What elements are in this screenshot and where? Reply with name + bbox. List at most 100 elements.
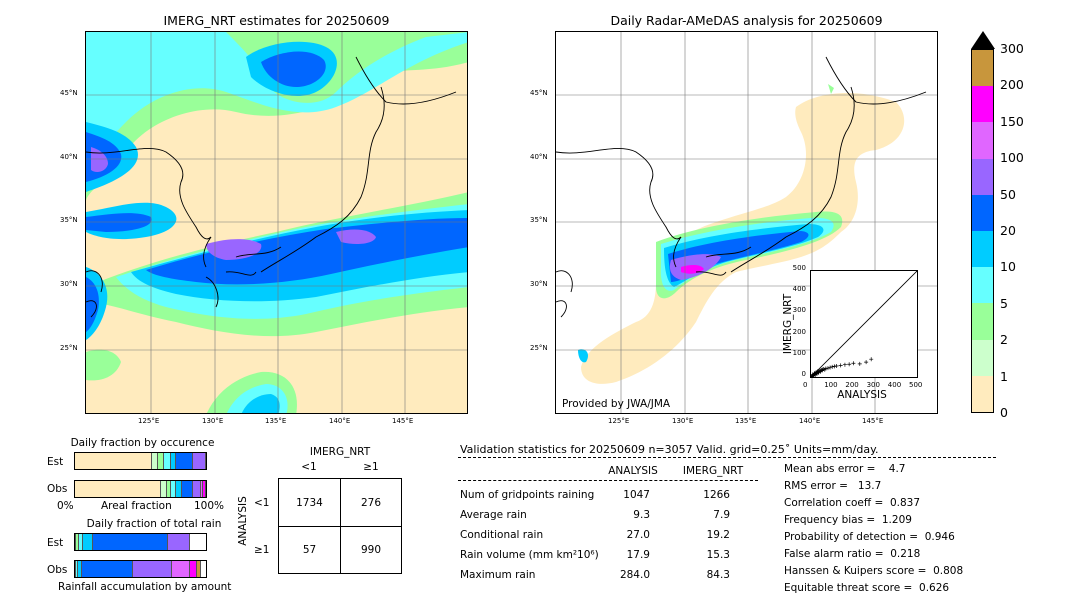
validation-col-imerg: IMERG_NRT [682,465,744,477]
stat-label: Maximum rain [460,569,536,581]
colorbar-label: 20 [1000,223,1016,238]
occurrence-est-bar [74,452,207,470]
contingency-table: 1734 276 57 990 [278,478,402,574]
scatter-point [815,369,820,374]
scatter-xtick: 300 [866,381,880,389]
total-rain-obs-bar [74,560,207,578]
contingency-col-ge: ≥1 [363,461,379,473]
left-lat-label: 40°N [60,153,78,161]
fraction-segment-150 [203,481,206,497]
fraction-segment-2 [76,534,79,550]
contingency-cell-d: 990 [360,544,382,556]
occurrence-title: Daily fraction by occurence [70,437,215,449]
stat-label: Average rain [460,509,527,521]
fraction-segment-50 [192,453,206,469]
colorbar-extend-arrow [971,31,995,49]
fraction-segment-2 [157,453,165,469]
total-rain-est-label: Est [47,537,64,549]
fraction-segment-0 [75,481,162,497]
scatter-svg [811,271,917,377]
stat-label: Num of gridpoints raining [460,489,595,501]
scatter-point [847,362,852,367]
colorbar-segment [972,194,993,232]
left-lat-label: 45°N [60,89,78,97]
fraction-segment-1 [161,481,167,497]
scatter-xtick: 500 [909,381,923,389]
fraction-segment-10 [82,534,94,550]
fraction-segment-5 [76,561,78,577]
colorbar-label: 150 [1000,113,1024,129]
scatter-ytick: 100 [792,348,806,357]
scatter-point [864,360,869,365]
left-map-rain-field [86,32,467,413]
scatter-point [838,363,843,368]
fraction-segment-50 [167,534,191,550]
left-lat-label: 30°N [60,280,78,288]
fraction-segment-10 [175,481,183,497]
left-lat-label: 35°N [60,216,78,224]
score-line: Frequency bias = 1.209 [784,514,912,526]
scatter-point [830,364,835,369]
fraction-segment-100 [171,561,191,577]
scatter-xtick: 200 [845,381,859,389]
colorbar-segment [972,303,993,340]
scatter-ytick: 500 [792,264,806,272]
scatter-point [820,368,825,373]
stat-imerg: 7.9 [713,509,730,521]
stat-analysis: 9.3 [633,509,650,521]
validation-divider [458,457,996,458]
score-line: Probability of detection = 0.946 [784,531,955,543]
scatter-xtick: 100 [824,381,838,389]
colorbar-label: 50 [1000,186,1016,202]
colorbar-label: 300 [1000,41,1024,56]
colorbar-segment [972,122,993,159]
right-lat-label: 45°N [530,89,548,97]
validation-subdivider [458,480,758,481]
scatter-point [823,366,828,371]
stat-analysis: 284.0 [619,569,650,581]
stat-label: Conditional rain [460,529,544,541]
stat-imerg: 15.3 [706,549,730,561]
left-lon-label: 145°E [392,417,414,425]
colorbar-label: 10 [1000,259,1016,275]
total-rain-est-bar [74,533,207,551]
right-lat-label: 25°N [530,344,548,352]
colorbar-label: 100 [1000,150,1024,166]
occurrence-est-label: Est [47,456,64,468]
fraction-segment-100 [200,481,204,497]
contingency-cell-b: 276 [360,496,382,509]
fraction-segment-0 [75,453,153,469]
scatter-xtick: 400 [887,381,902,389]
credit-text: Provided by JWA/JMA [562,398,671,410]
right-map-rain-field [556,32,937,413]
scatter-point [869,357,874,362]
score-line: Mean abs error = 4.7 [784,463,906,475]
validation-col-analysis: ANALYSIS [608,465,658,477]
left-lon-label: 135°E [265,417,287,425]
colorbar-segment [972,86,993,123]
contingency-row-ge: ≥1 [254,544,270,556]
contingency-row-header: ANALYSIS [237,496,249,546]
total-rain-title: Daily fraction of total rain [86,518,222,530]
score-line: False alarm ratio = 0.218 [784,548,921,560]
stat-analysis: 17.9 [626,549,650,561]
colorbar-segment [972,50,993,87]
fraction-segment-2 [75,561,77,577]
scatter-plot [810,270,918,378]
stat-imerg: 1266 [703,489,730,501]
scatter-ytick: 200 [792,327,806,336]
scatter-yticks: 0 100 200 300 400 500 [780,264,806,378]
left-lon-label: 130°E [202,417,224,425]
contingency-col-header: IMERG_NRT [309,446,371,458]
fraction-segment-20 [81,561,133,577]
fraction-segment-5 [170,481,176,497]
fraction-segment-1 [152,453,158,469]
contingency-row-lt: <1 [254,497,270,509]
scatter-point [834,363,839,368]
fraction-segment-5 [78,534,83,550]
stat-imerg: 19.2 [706,529,730,541]
scatter-ytick: 300 [792,306,806,315]
fraction-segment-20 [182,481,193,497]
left-map [85,31,468,414]
occurrence-axis-left: 0% [57,500,74,512]
